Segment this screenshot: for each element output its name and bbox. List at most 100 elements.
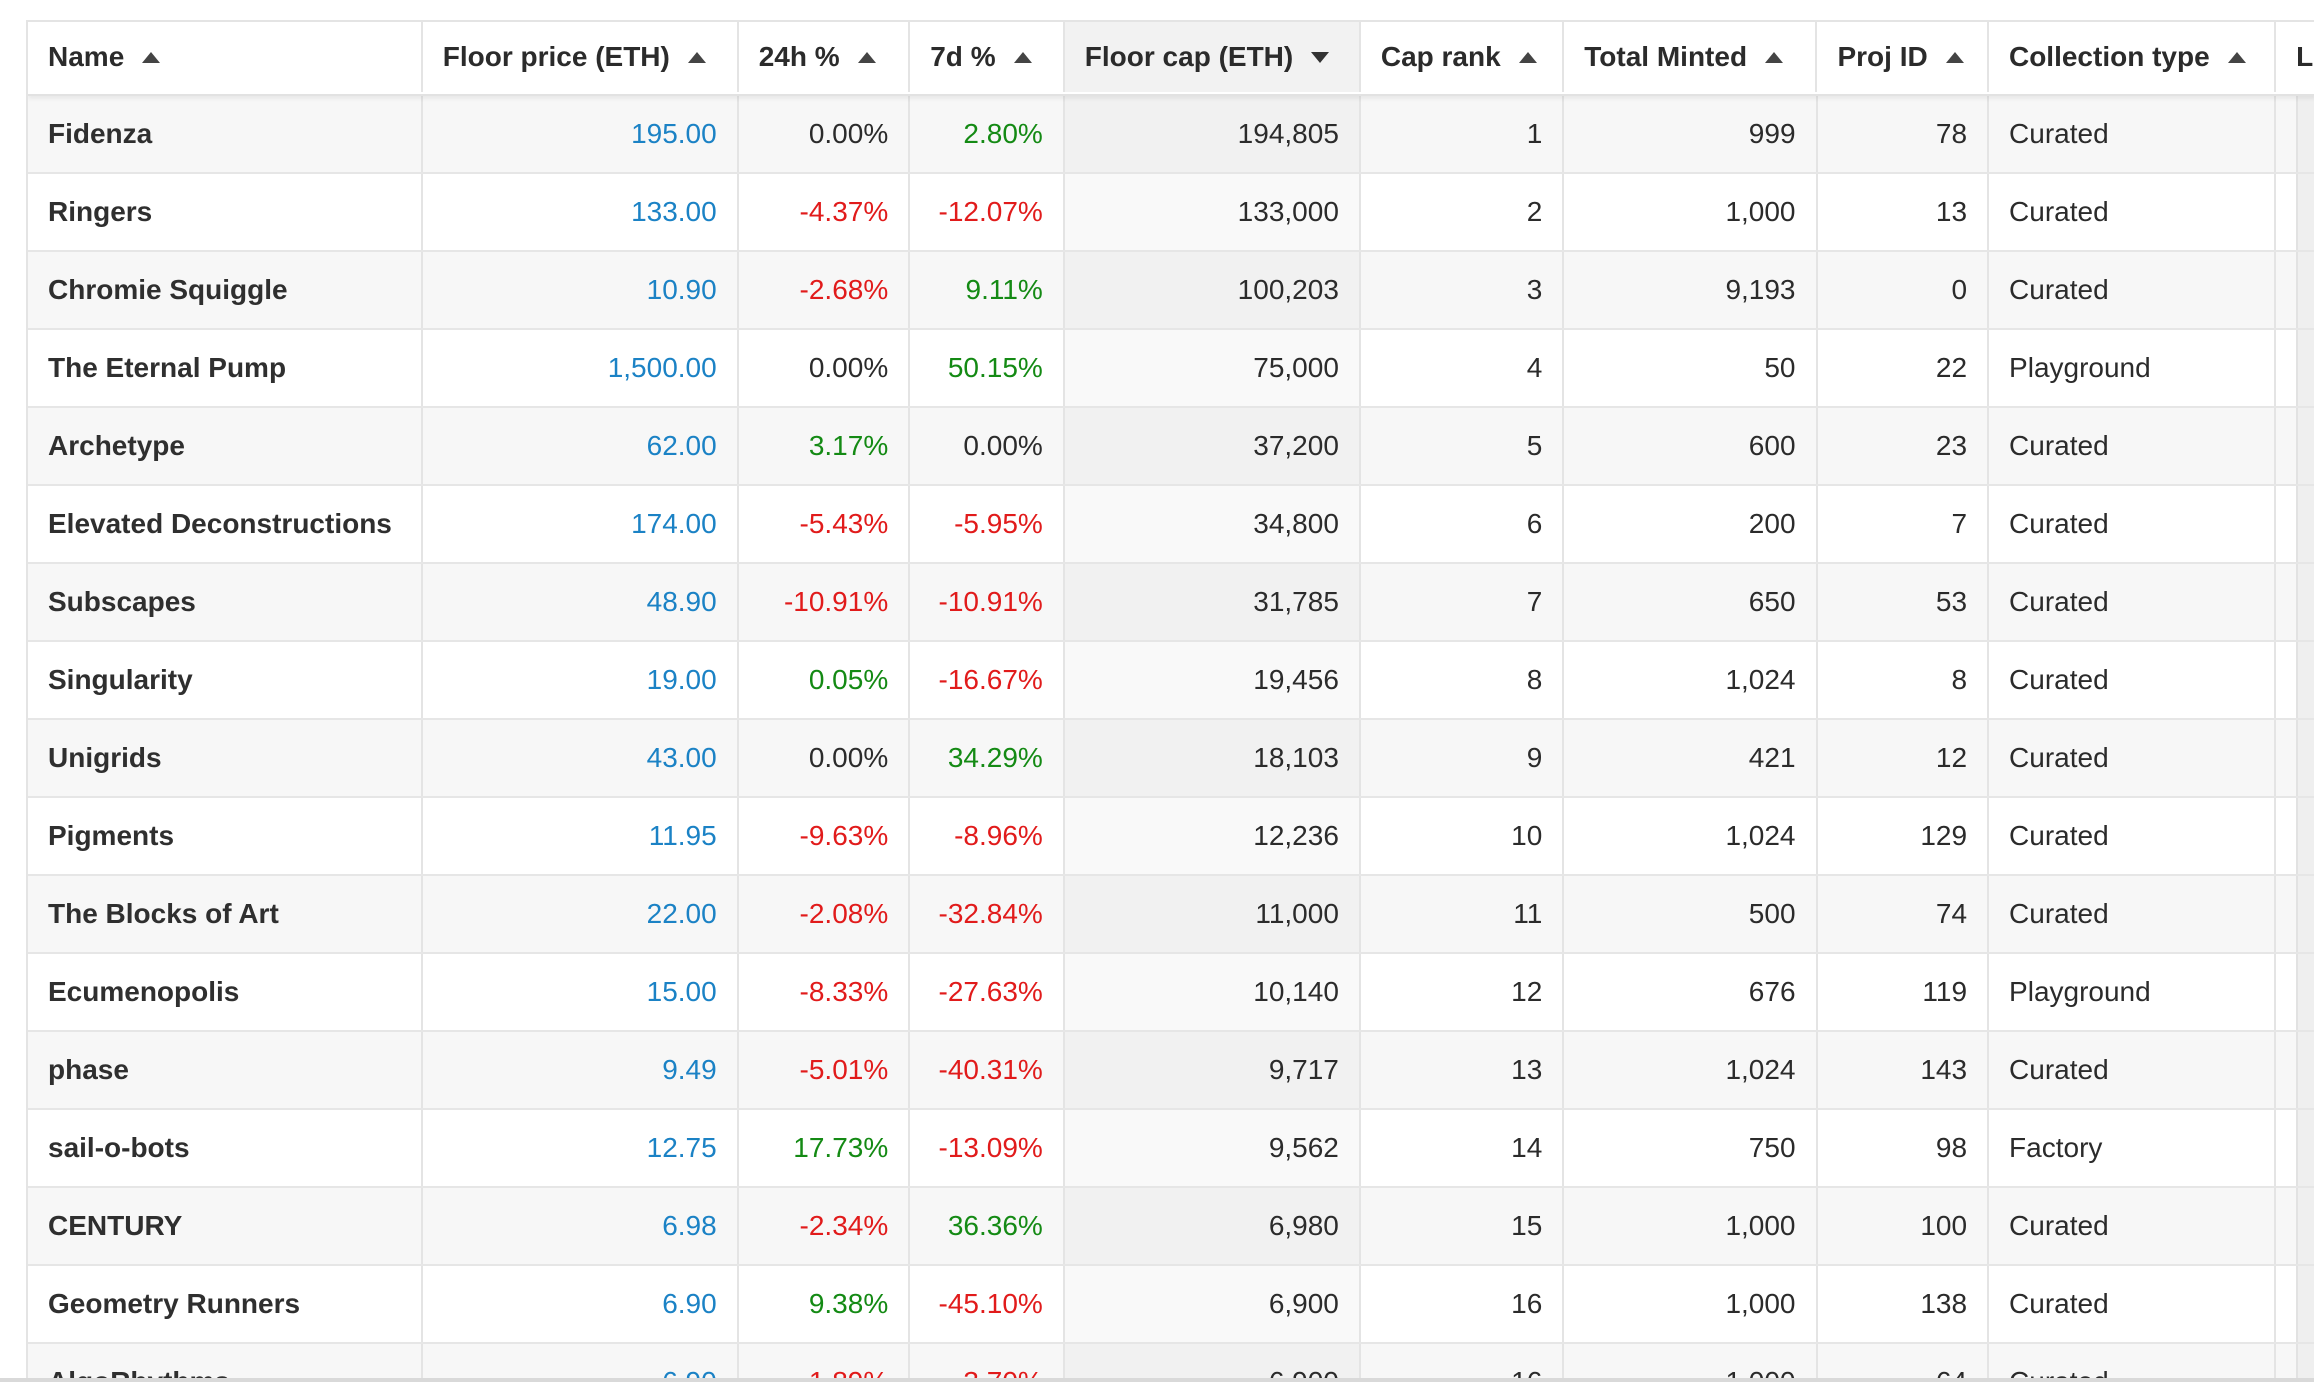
cell-proj-id: 12 [1818,720,1990,796]
cell-floor-price-link[interactable]: 19.00 [423,642,739,718]
table-header: Name Floor price (ETH) 24h % 7d % Floor … [28,20,2314,96]
cell-floor-price-link[interactable]: 174.00 [423,486,739,562]
column-header-floor-cap[interactable]: Floor cap (ETH) [1064,22,1361,92]
cell-name: Pigments [28,798,423,874]
cell-collection-type: Curated [1989,96,2277,172]
table-row[interactable]: Subscapes 48.90 -10.91% -10.91% 31,785 7 650 53… [28,564,2314,642]
column-header-7d[interactable]: 7d % [910,22,1065,92]
cell-24h-change: -10.91% [739,564,911,640]
table-row[interactable]: Chromie Squiggle 10.90 -2.68% 9.11% 100,203 3… [28,252,2314,330]
cell-floor-price-link[interactable]: 11.95 [423,798,739,874]
cell-floor-price-link[interactable]: 9.49 [423,1032,739,1108]
table-row[interactable]: Singularity 19.00 0.05% -16.67% 19,456 8 1,024… [28,642,2314,720]
cell-name: Geometry Runners [28,1266,423,1342]
cell-7d-change: -5.95% [910,486,1065,562]
cell-floor-price-link[interactable]: 195.00 [423,96,739,172]
cell-floor-price-link[interactable]: 6.98 [423,1188,739,1264]
cell-collection-type: Curated [1989,1266,2277,1342]
table-row[interactable]: Geometry Runners 6.90 9.38% -45.10% 6,900 16 1… [28,1266,2314,1344]
cell-24h-change: 17.73% [739,1110,911,1186]
table-row[interactable]: Fidenza 195.00 0.00% 2.80% 194,805 1 999 78 Cura… [28,96,2314,174]
cell-floor-price-link[interactable]: 48.90 [423,564,739,640]
cell-collection-type: Curated [1989,486,2277,562]
cell-name: The Eternal Pump [28,330,423,406]
cell-floor-price-link[interactable]: 22.00 [423,876,739,952]
cell-total-minted: 650 [1564,564,1818,640]
cell-24h-change: 0.00% [739,330,911,406]
table-row[interactable]: phase 9.49 -5.01% -40.31% 9,717 13 1,024 143 Cur… [28,1032,2314,1110]
sort-asc-icon [687,51,706,63]
table-row[interactable]: Ringers 133.00 -4.37% -12.07% 133,000 2 1,000 1… [28,174,2314,252]
table-row[interactable]: CENTURY 6.98 -2.34% 36.36% 6,980 15 1,000 100 Cu… [28,1188,2314,1266]
table-row[interactable]: The Eternal Pump 1,500.00 0.00% 50.15% 75,00… [28,330,2314,408]
table-body: Fidenza 195.00 0.00% 2.80% 194,805 1 999 78 Cura… [28,96,2314,1378]
column-header-label: 7d % [930,41,996,72]
table-row[interactable]: Pigments 11.95 -9.63% -8.96% 12,236 10 1,024 12… [28,798,2314,876]
cell-collection-type: Curated [1989,1032,2277,1108]
column-header-total-minted[interactable]: Total Minted [1564,22,1818,92]
cell-truncated [2276,798,2314,874]
cell-floor-price-link[interactable]: 1,500.00 [423,330,739,406]
column-header-label: Floor cap (ETH) [1084,41,1294,72]
cell-proj-id: 100 [1818,1188,1990,1264]
cell-floor-price-link[interactable]: 12.75 [423,1110,739,1186]
cell-floor-price-link[interactable]: 43.00 [423,720,739,796]
cell-cap-rank: 14 [1361,1110,1565,1186]
cell-truncated [2276,876,2314,952]
cell-cap-rank: 5 [1361,408,1565,484]
sort-asc-icon [1013,51,1032,63]
cell-total-minted: 1,000 [1564,1266,1818,1342]
column-header-collection-type[interactable]: Collection type [1989,22,2277,92]
cell-floor-price-link[interactable]: 15.00 [423,954,739,1030]
cell-total-minted: 750 [1564,1110,1818,1186]
horizontal-scrollbar-track[interactable] [0,1378,2314,1382]
truncated-column-fill [2296,1032,2314,1108]
cell-truncated [2276,96,2314,172]
table-row[interactable]: The Blocks of Art 22.00 -2.08% -32.84% 11,00… [28,876,2314,954]
column-header-floor-price[interactable]: Floor price (ETH) [423,22,739,92]
table-row[interactable]: sail-o-bots 12.75 17.73% -13.09% 9,562 14 750 9… [28,1110,2314,1188]
table-row[interactable]: Elevated Deconstructions 174.00 -5.43% -5.9… [28,486,2314,564]
column-header-truncated[interactable]: L [2276,22,2314,92]
cell-total-minted: 1,024 [1564,642,1818,718]
cell-floor-price-link[interactable]: 133.00 [423,174,739,250]
table-row[interactable]: Unigrids 43.00 0.00% 34.29% 18,103 9 421 12 Cura… [28,720,2314,798]
cell-proj-id: 64 [1818,1344,1990,1378]
cell-24h-change: 3.17% [739,408,911,484]
cell-total-minted: 1,000 [1564,174,1818,250]
cell-proj-id: 138 [1818,1266,1990,1342]
table-row[interactable]: Archetype 62.00 3.17% 0.00% 37,200 5 600 23 Cura… [28,408,2314,486]
truncated-column-fill [2296,1110,2314,1186]
cell-floor-price-link[interactable]: 62.00 [423,408,739,484]
cell-truncated [2276,1110,2314,1186]
truncated-column-fill [2296,642,2314,718]
table-row[interactable]: Ecumenopolis 15.00 -8.33% -27.63% 10,140 12 67… [28,954,2314,1032]
column-header-cap-rank[interactable]: Cap rank [1361,22,1565,92]
cell-truncated [2276,1188,2314,1264]
cell-floor-price-link[interactable]: 6.90 [423,1344,739,1378]
cell-floor-price-link[interactable]: 6.90 [423,1266,739,1342]
table-row[interactable]: AlgoRhythms6.90-1.89%-3.70%6,900161,0006… [28,1344,2314,1378]
cell-floor-price-link[interactable]: 10.90 [423,252,739,328]
cell-name: Singularity [28,642,423,718]
cell-collection-type: Curated [1989,720,2277,796]
column-header-name[interactable]: Name [28,22,423,92]
cell-name: The Blocks of Art [28,876,423,952]
cell-truncated [2276,564,2314,640]
cell-24h-change: 0.00% [739,96,911,172]
cell-collection-type: Curated [1989,1344,2277,1378]
sort-asc-icon [142,51,161,63]
cell-floor-cap: 6,980 [1065,1188,1361,1264]
truncated-column-fill [2296,408,2314,484]
cell-7d-change: -10.91% [910,564,1065,640]
cell-floor-cap: 6,900 [1065,1266,1361,1342]
column-header-24h[interactable]: 24h % [739,22,911,92]
cell-7d-change: -27.63% [910,954,1065,1030]
column-header-label: Proj ID [1837,41,1928,72]
sort-asc-icon [857,51,876,63]
truncated-column-fill [2296,720,2314,796]
truncated-column-fill [2296,1344,2314,1378]
cell-24h-change: -8.33% [739,954,911,1030]
column-header-label: Name [48,41,125,72]
column-header-proj-id[interactable]: Proj ID [1817,22,1989,92]
